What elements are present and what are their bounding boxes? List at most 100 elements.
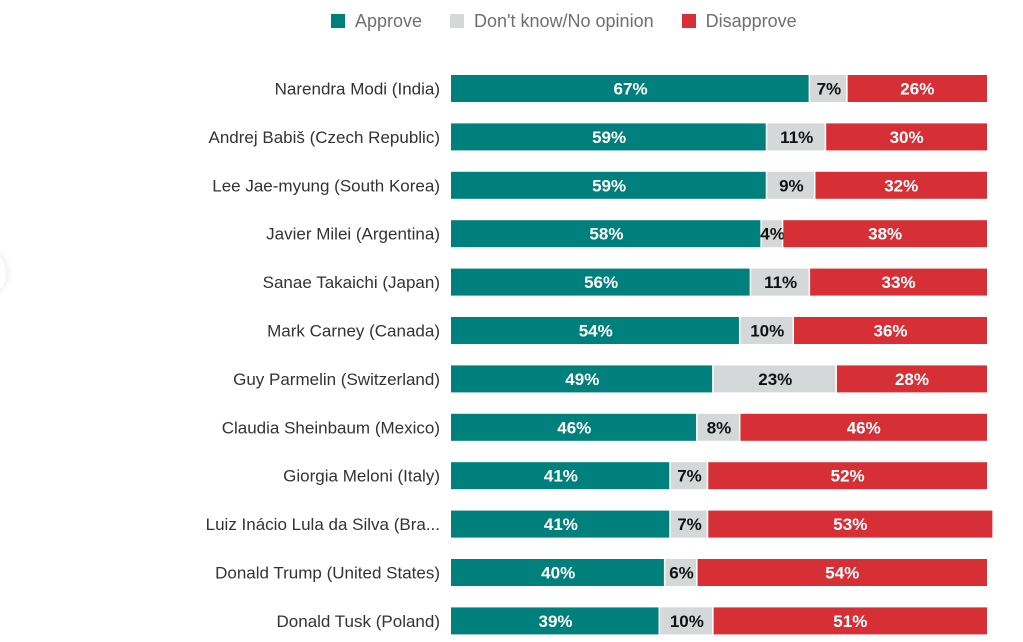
data-label-approve: 40% bbox=[541, 564, 575, 583]
category-label: Sanae Takaichi (Japan) bbox=[263, 273, 440, 292]
data-label-disapprove: 38% bbox=[868, 225, 902, 244]
data-label-disapprove: 36% bbox=[874, 322, 908, 341]
bar-segment-approve bbox=[451, 413, 697, 441]
data-label-approve: 59% bbox=[592, 176, 626, 195]
category-label: Mark Carney (Canada) bbox=[267, 322, 440, 341]
data-label-approve: 59% bbox=[592, 128, 626, 147]
legend-item-disapprove: Disapprove bbox=[681, 10, 797, 32]
category-label: Donald Tusk (Poland) bbox=[277, 612, 440, 631]
bar-segment-disapprove bbox=[810, 268, 987, 296]
bar-segment-no-opinion bbox=[740, 317, 793, 344]
category-label: Luiz Inácio Lula da Silva (Bra... bbox=[206, 515, 440, 534]
data-label-no-opinion: 7% bbox=[677, 467, 702, 486]
category-label: Andrej Babiš (Czech Republic) bbox=[209, 128, 441, 147]
data-label-no-opinion: 7% bbox=[677, 515, 702, 534]
bar-segment-disapprove bbox=[708, 462, 987, 490]
bar-segment-no-opinion bbox=[810, 75, 847, 102]
bar-segment-no-opinion bbox=[660, 607, 713, 635]
legend-swatch-disapprove bbox=[681, 14, 696, 28]
data-label-no-opinion: 8% bbox=[707, 418, 732, 437]
legend-label-approve: Approve bbox=[355, 10, 423, 31]
bar-row: Andrej Babiš (Czech Republic) 59% 11% 30% bbox=[209, 123, 987, 151]
bar-segment-approve bbox=[451, 123, 766, 151]
data-label-no-opinion: 11% bbox=[764, 273, 797, 292]
data-label-no-opinion: 4% bbox=[760, 225, 785, 244]
data-label-approve: 46% bbox=[557, 418, 591, 437]
bar-row: Javier Milei (Argentina) 58% 4% 38% bbox=[266, 220, 987, 248]
legend-swatch-approve bbox=[331, 14, 345, 28]
legend-label-disapprove: Disapprove bbox=[705, 10, 797, 31]
data-label-no-opinion: 10% bbox=[750, 322, 784, 341]
bar-segment-disapprove bbox=[713, 607, 987, 635]
data-label-no-opinion: 11% bbox=[780, 128, 813, 147]
bar-row: Guy Parmelin (Switzerland) 49% 23% 28% bbox=[233, 365, 987, 393]
bar-segment-disapprove bbox=[847, 75, 987, 102]
bar-segment-approve bbox=[451, 317, 739, 344]
bar-segment-no-opinion bbox=[767, 171, 814, 199]
data-label-approve: 67% bbox=[614, 80, 648, 99]
category-label: Giorgia Meloni (Italy) bbox=[283, 467, 440, 486]
legend-item-approve: Approve bbox=[331, 11, 422, 32]
bar-segment-disapprove bbox=[794, 317, 987, 344]
data-label-disapprove: 54% bbox=[825, 564, 859, 583]
bar-row: Donald Tusk (Poland) 39% 10% 51% bbox=[277, 607, 987, 635]
side-panel-handle[interactable] bbox=[0, 253, 6, 293]
bar-segment-disapprove bbox=[783, 220, 987, 248]
bar-segment-approve bbox=[451, 268, 750, 296]
data-label-approve: 58% bbox=[589, 225, 623, 244]
bar-row: Giorgia Meloni (Italy) 41% 7% 52% bbox=[283, 462, 987, 490]
bar-segment-disapprove bbox=[740, 413, 987, 441]
legend-label-no-opinion: Don't know/No opinion bbox=[474, 10, 654, 31]
bar-segment-approve bbox=[451, 559, 664, 586]
data-label-disapprove: 28% bbox=[895, 370, 929, 389]
bar-row: Narendra Modi (India) 67% 7% 26% bbox=[275, 75, 987, 102]
data-label-disapprove: 30% bbox=[890, 128, 924, 147]
bar-segment-no-opinion bbox=[665, 559, 697, 586]
bar-segment-disapprove bbox=[815, 171, 987, 199]
data-label-approve: 56% bbox=[584, 273, 618, 292]
bar-segment-disapprove bbox=[836, 365, 987, 393]
data-label-approve: 49% bbox=[565, 370, 599, 389]
data-label-disapprove: 53% bbox=[833, 515, 867, 534]
bar-segment-approve bbox=[451, 462, 670, 490]
bar-row: Claudia Sheinbaum (Mexico) 46% 8% 46% bbox=[222, 413, 987, 441]
data-label-no-opinion: 7% bbox=[817, 80, 842, 99]
category-label: Narendra Modi (India) bbox=[275, 80, 440, 99]
bar-segment-disapprove bbox=[708, 510, 993, 538]
bar-segment-approve bbox=[451, 510, 670, 538]
bar-row: Lee Jae-myung (South Korea) 59% 9% 32% bbox=[212, 171, 987, 199]
data-label-approve: 54% bbox=[579, 322, 613, 341]
bar-segment-disapprove bbox=[826, 123, 987, 151]
category-label: Guy Parmelin (Switzerland) bbox=[233, 370, 440, 389]
bar-segment-no-opinion bbox=[670, 462, 707, 490]
bar-segment-approve bbox=[451, 365, 713, 393]
data-label-disapprove: 52% bbox=[831, 467, 865, 486]
data-label-disapprove: 26% bbox=[900, 80, 934, 99]
bar-segment-no-opinion bbox=[713, 365, 836, 393]
bar-segment-no-opinion bbox=[767, 123, 825, 151]
legend-swatch-no-opinion bbox=[450, 14, 465, 28]
category-label: Donald Trump (United States) bbox=[215, 564, 440, 583]
data-label-disapprove: 46% bbox=[847, 418, 881, 437]
bar-segment-no-opinion bbox=[761, 220, 782, 248]
data-label-approve: 41% bbox=[544, 467, 578, 486]
data-label-no-opinion: 10% bbox=[670, 612, 704, 631]
category-label: Javier Milei (Argentina) bbox=[266, 225, 440, 244]
bar-segment-no-opinion bbox=[751, 268, 809, 296]
legend-item-no-opinion: Don't know/No opinion bbox=[450, 11, 654, 32]
bar-row: Luiz Inácio Lula da Silva (Bra... 41% 7% 53… bbox=[206, 510, 993, 538]
category-label: Lee Jae-myung (South Korea) bbox=[212, 176, 440, 195]
data-label-disapprove: 32% bbox=[884, 176, 918, 195]
data-label-disapprove: 33% bbox=[882, 273, 916, 292]
data-label-approve: 39% bbox=[539, 612, 573, 631]
bar-segment-disapprove bbox=[697, 559, 987, 586]
bar-segment-approve bbox=[451, 171, 766, 199]
bar-segment-approve bbox=[451, 75, 809, 102]
data-label-approve: 41% bbox=[544, 515, 578, 534]
data-label-no-opinion: 23% bbox=[758, 370, 792, 389]
data-label-disapprove: 51% bbox=[833, 612, 867, 631]
data-label-no-opinion: 9% bbox=[779, 176, 804, 195]
bar-row: Mark Carney (Canada) 54% 10% 36% bbox=[267, 317, 987, 344]
data-label-no-opinion: 6% bbox=[669, 564, 694, 583]
